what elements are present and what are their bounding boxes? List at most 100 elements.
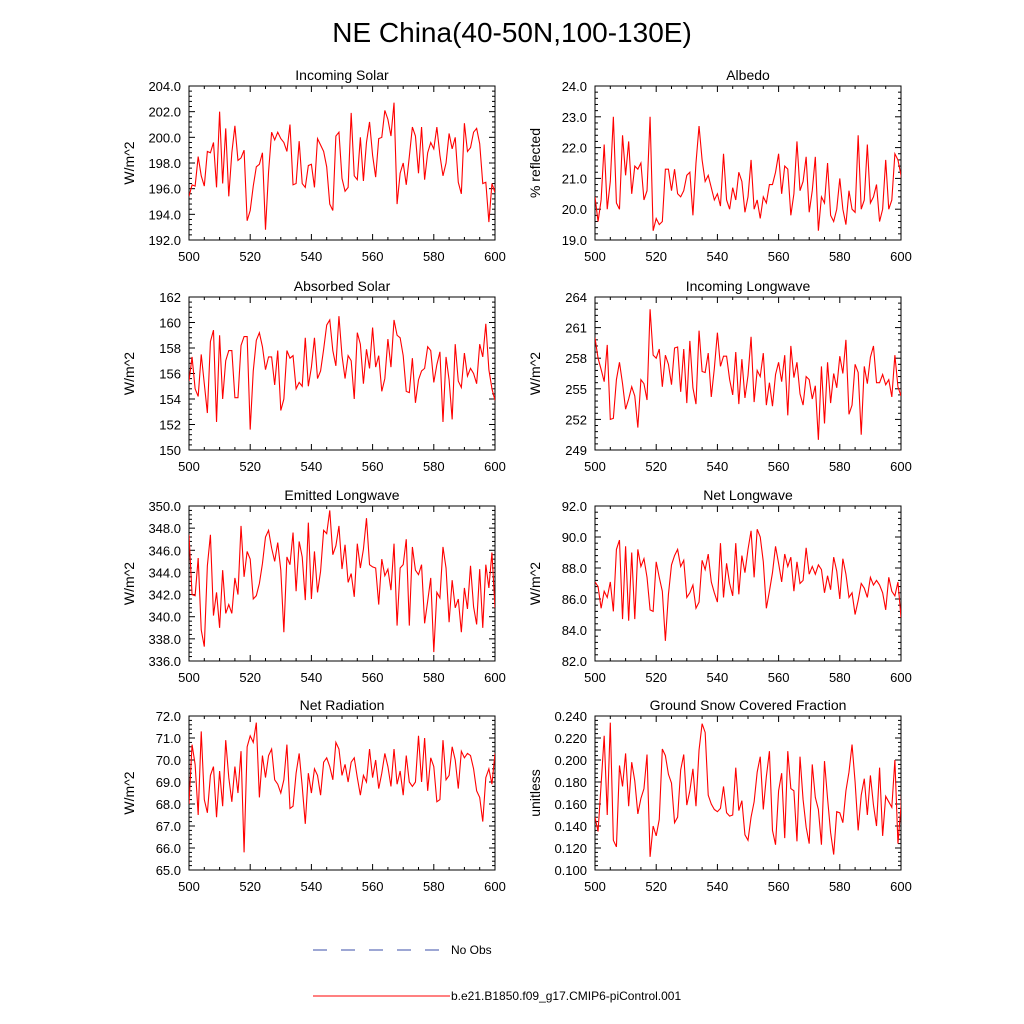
series-line <box>189 102 495 230</box>
x-tick-label: 580 <box>829 879 851 894</box>
y-tick-label: 350.0 <box>148 499 181 514</box>
y-tick-label: 86.0 <box>562 592 587 607</box>
series-line <box>189 722 495 853</box>
y-tick-label: 204.0 <box>148 79 181 94</box>
y-tick-label: 336.0 <box>148 654 181 669</box>
x-tick-label: 600 <box>890 459 912 474</box>
x-tick-label: 560 <box>362 670 384 685</box>
y-tick-label: 0.120 <box>554 841 587 856</box>
x-tick-label: 560 <box>768 249 790 264</box>
x-tick-label: 540 <box>707 670 729 685</box>
panel-title: Absorbed Solar <box>294 278 391 294</box>
y-axis-label: W/m^2 <box>527 352 543 395</box>
x-tick-label: 500 <box>584 670 606 685</box>
panel-title: Emitted Longwave <box>284 487 399 503</box>
y-tick-label: 0.240 <box>554 709 587 724</box>
y-tick-label: 0.220 <box>554 731 587 746</box>
x-tick-label: 520 <box>645 249 667 264</box>
y-tick-label: 252 <box>565 412 587 427</box>
y-axis-label: W/m^2 <box>527 562 543 605</box>
y-tick-label: 192.0 <box>148 233 181 248</box>
x-tick-label: 520 <box>645 879 667 894</box>
chart-panel: Incoming Longwave W/m^2 500 520 540 560 580 600… <box>527 278 912 474</box>
plot-frame <box>594 715 902 871</box>
chart-panel: Absorbed Solar W/m^2 500 520 540 560 580 600 150… <box>121 278 506 474</box>
y-tick-label: 65.0 <box>156 863 181 878</box>
x-tick-label: 520 <box>239 670 261 685</box>
series-line <box>595 116 901 231</box>
x-tick-label: 520 <box>645 670 667 685</box>
y-tick-label: 0.140 <box>554 819 587 834</box>
x-tick-label: 600 <box>890 879 912 894</box>
y-tick-label: 0.200 <box>554 753 587 768</box>
x-tick-label: 580 <box>829 459 851 474</box>
x-tick-label: 540 <box>301 670 323 685</box>
x-tick-label: 600 <box>890 670 912 685</box>
x-tick-label: 500 <box>178 670 200 685</box>
x-tick-label: 540 <box>301 249 323 264</box>
y-tick-label: 70.0 <box>156 753 181 768</box>
legend-obs-label: No Obs <box>451 943 492 957</box>
y-tick-label: 0.160 <box>554 797 587 812</box>
chart-panel: Net Longwave W/m^2 500 520 540 560 580 600 82.0 8… <box>527 487 912 685</box>
y-tick-label: 72.0 <box>156 709 181 724</box>
x-tick-label: 520 <box>239 459 261 474</box>
y-tick-label: 342.0 <box>148 588 181 603</box>
panel-title: Net Radiation <box>300 697 385 713</box>
chart-panel: Net Radiation W/m^2 500 520 540 560 580 600 65.0… <box>121 697 506 894</box>
panel-title: Net Longwave <box>703 487 793 503</box>
legend: No Obs b.e21.B1850.f09_g17.CMIP6-piContr… <box>313 943 681 1003</box>
x-tick-label: 580 <box>829 249 851 264</box>
x-tick-label: 600 <box>484 670 506 685</box>
x-tick-label: 540 <box>707 249 729 264</box>
x-tick-label: 580 <box>829 670 851 685</box>
y-tick-label: 0.100 <box>554 863 587 878</box>
y-tick-label: 346.0 <box>148 543 181 558</box>
x-tick-label: 560 <box>768 879 790 894</box>
y-tick-label: 92.0 <box>562 499 587 514</box>
y-tick-label: 194.0 <box>148 207 181 222</box>
x-tick-label: 540 <box>707 879 729 894</box>
y-tick-label: 21.0 <box>562 171 587 186</box>
x-tick-label: 600 <box>484 879 506 894</box>
y-tick-label: 82.0 <box>562 654 587 669</box>
y-tick-label: 71.0 <box>156 731 181 746</box>
y-tick-label: 261 <box>565 321 587 336</box>
chart-panel: Albedo % reflected 500 520 540 560 580 600 19.0 2… <box>527 67 912 264</box>
x-tick-label: 500 <box>178 879 200 894</box>
y-tick-label: 338.0 <box>148 632 181 647</box>
y-tick-label: 0.180 <box>554 775 587 790</box>
y-tick-label: 258 <box>565 351 587 366</box>
x-tick-label: 560 <box>362 879 384 894</box>
y-tick-label: 150 <box>159 443 181 458</box>
x-tick-label: 540 <box>301 459 323 474</box>
x-tick-label: 500 <box>584 459 606 474</box>
y-axis-label: W/m^2 <box>121 141 137 184</box>
y-tick-label: 158 <box>159 341 181 356</box>
y-axis-label: W/m^2 <box>121 352 137 395</box>
x-tick-label: 580 <box>423 459 445 474</box>
y-axis-label: unitless <box>527 769 543 816</box>
chart-panel: Ground Snow Covered Fraction unitless 500 5… <box>527 697 912 894</box>
x-tick-label: 580 <box>423 670 445 685</box>
y-tick-label: 264 <box>565 290 587 305</box>
x-tick-label: 520 <box>645 459 667 474</box>
y-tick-label: 152 <box>159 418 181 433</box>
y-tick-label: 24.0 <box>562 79 587 94</box>
x-tick-label: 520 <box>239 249 261 264</box>
chart-panel: Emitted Longwave W/m^2 500 520 540 560 580 600 3… <box>121 487 506 685</box>
x-tick-label: 600 <box>890 249 912 264</box>
x-tick-label: 580 <box>423 879 445 894</box>
series-line <box>189 316 495 430</box>
x-tick-label: 540 <box>301 879 323 894</box>
y-tick-label: 23.0 <box>562 110 587 125</box>
y-tick-label: 154 <box>159 392 181 407</box>
x-tick-label: 600 <box>484 249 506 264</box>
y-tick-label: 22.0 <box>562 141 587 156</box>
y-tick-label: 20.0 <box>562 202 587 217</box>
y-tick-label: 156 <box>159 367 181 382</box>
y-tick-label: 348.0 <box>148 521 181 536</box>
legend-model-label: b.e21.B1850.f09_g17.CMIP6-piControl.001 <box>451 989 681 1003</box>
series-line <box>595 722 901 857</box>
series-line <box>189 510 495 653</box>
